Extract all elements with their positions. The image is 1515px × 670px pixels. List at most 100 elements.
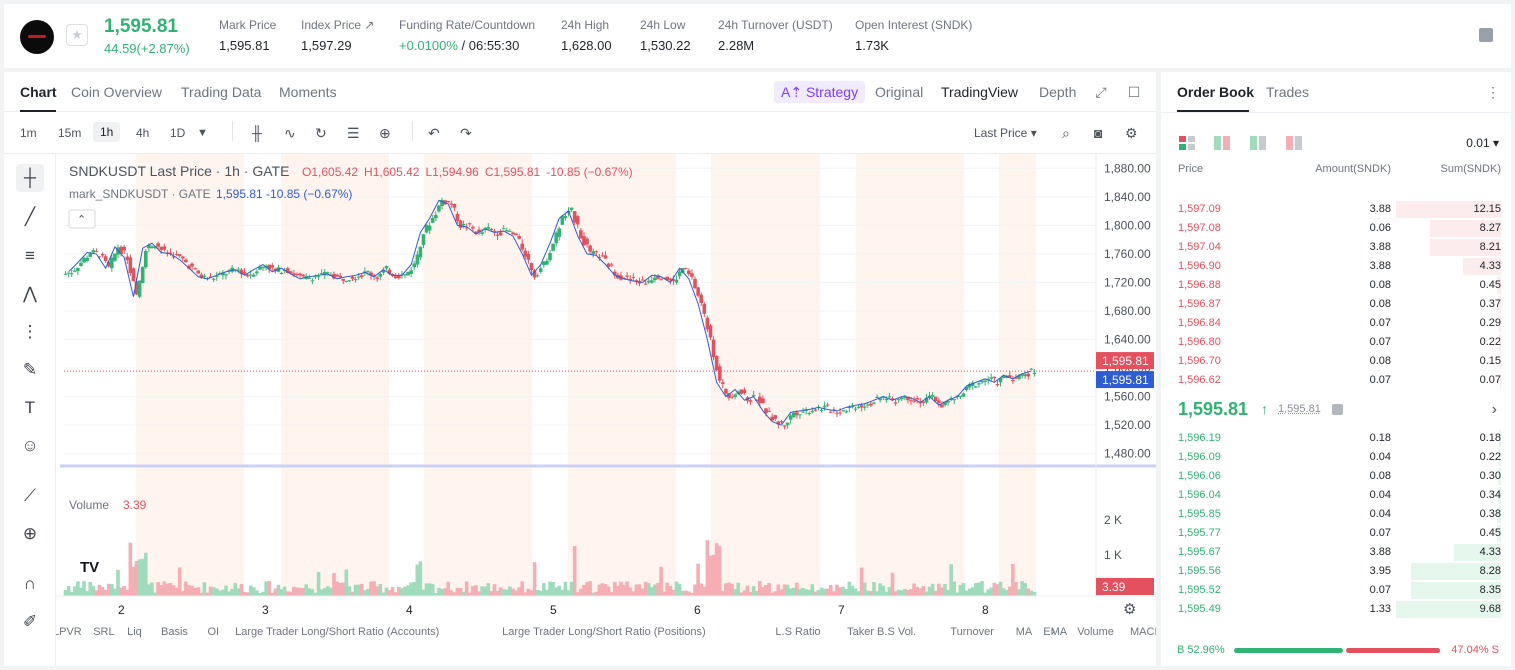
volume-bar: [671, 590, 676, 596]
zoom-in-icon[interactable]: ⊕: [22, 524, 38, 543]
refresh-icon[interactable]: ↻: [315, 125, 327, 141]
indicator-item[interactable]: Taker B.S Vol.: [847, 626, 916, 638]
magnet-icon[interactable]: ∩: [23, 574, 37, 593]
indicator-item[interactable]: Liq: [127, 626, 142, 638]
tab-moments[interactable]: Moments: [279, 84, 337, 100]
tab-trading-data[interactable]: Trading Data: [181, 84, 262, 100]
indicator-item[interactable]: L.S Ratio: [775, 626, 820, 638]
legend-change: -10.85 (−0.67%): [546, 165, 632, 179]
indicator-item[interactable]: Basis: [161, 626, 188, 638]
expand-icon[interactable]: ⤢: [1095, 84, 1107, 100]
timeframe-4h[interactable]: 4h: [136, 126, 150, 140]
indicator-item[interactable]: Turnover: [950, 626, 994, 638]
tab-coin-overview[interactable]: Coin Overview: [71, 84, 163, 100]
timeframe-15m[interactable]: 15m: [58, 126, 82, 140]
crosshair-icon[interactable]: ┼: [16, 164, 44, 192]
indicator-item[interactable]: MA: [1016, 626, 1033, 638]
pencil-lock-icon[interactable]: ✐: [22, 612, 38, 631]
view-tradingview[interactable]: TradingView: [941, 84, 1019, 100]
view-bids-icon[interactable]: [1250, 136, 1266, 150]
candlestick-chart[interactable]: 1,880.00 1,840.00 1,800.00 1,760.00 1,720.00…: [56, 154, 1156, 666]
indicator-item[interactable]: EMA: [1043, 626, 1068, 638]
ask-row[interactable]: 1,596.90 3.88 4.33: [1161, 257, 1511, 276]
view-depth[interactable]: Depth: [1039, 84, 1077, 100]
fullscreen-icon[interactable]: ☐: [1127, 84, 1141, 100]
brush-icon[interactable]: ✎: [22, 360, 38, 379]
price-type-select[interactable]: Last Price ▾: [974, 126, 1037, 140]
bid-row[interactable]: 1,595.49 1.33 9.68: [1161, 600, 1511, 619]
tab-order-book[interactable]: Order Book: [1177, 84, 1255, 100]
ask-row[interactable]: 1,597.04 3.88 8.21: [1161, 238, 1511, 257]
ask-row[interactable]: 1,597.09 3.88 12.15: [1161, 200, 1511, 219]
indicator-scroll-chevron-icon[interactable]: ›: [1051, 623, 1055, 638]
fib-icon[interactable]: ⋮: [21, 322, 39, 341]
candle-body: [964, 386, 969, 391]
favorite-star-icon[interactable]: ★: [66, 24, 88, 46]
indicator-item[interactable]: Large Trader Long/Short Ratio (Accounts): [235, 626, 439, 638]
ask-row[interactable]: 1,596.80 0.07 0.22: [1161, 333, 1511, 352]
view-both-icon[interactable]: [1179, 136, 1195, 150]
bid-row[interactable]: 1,596.09 0.04 0.22: [1161, 448, 1511, 467]
emoji-icon[interactable]: ☺: [21, 436, 39, 455]
gear-icon[interactable]: ⚙: [1125, 125, 1138, 141]
ask-row[interactable]: 1,596.70 0.08 0.15: [1161, 352, 1511, 371]
indicator-item[interactable]: Large Trader Long/Short Ratio (Positions…: [502, 626, 706, 638]
timeframe-dropdown-icon[interactable]: ▼: [197, 127, 208, 139]
bid-row[interactable]: 1,595.56 3.95 8.28: [1161, 562, 1511, 581]
camera-icon[interactable]: ◙: [1094, 125, 1103, 141]
indicator-item[interactable]: OI: [208, 626, 220, 638]
bid-row[interactable]: 1,595.52 0.07 8.35: [1161, 581, 1511, 600]
timeframe-1d[interactable]: 1D: [170, 126, 186, 140]
indicator-item[interactable]: LPVR: [56, 626, 82, 638]
ask-row[interactable]: 1,596.88 0.08 0.45: [1161, 276, 1511, 295]
undo-icon[interactable]: ↶: [428, 125, 440, 141]
strategy-button[interactable]: A⇡ Strategy: [774, 81, 866, 103]
tab-trades[interactable]: Trades: [1266, 84, 1310, 100]
text-icon[interactable]: T: [24, 398, 36, 417]
timeframe-1h[interactable]: 1h: [93, 122, 121, 142]
volume-bar: [591, 592, 595, 596]
volume-bar: [1020, 581, 1024, 596]
timeframe-1m[interactable]: 1m: [20, 126, 37, 140]
tab-chart[interactable]: Chart: [20, 84, 57, 100]
indicator-item[interactable]: SRL: [93, 626, 114, 638]
horizontal-lines-icon[interactable]: ≡: [25, 246, 35, 265]
stat-index-price[interactable]: Index Price ↗ 1,597.29: [301, 18, 374, 53]
chevron-right-icon[interactable]: ›: [1491, 401, 1497, 418]
guide-book-icon[interactable]: [1479, 28, 1493, 42]
collapse-legend-button[interactable]: [68, 209, 96, 229]
indicator-item[interactable]: MACD: [1130, 626, 1156, 638]
bid-row[interactable]: 1,595.77 0.07 0.45: [1161, 524, 1511, 543]
more-options-icon[interactable]: ⋮: [1486, 84, 1500, 100]
ask-row[interactable]: 1,596.84 0.07 0.29: [1161, 314, 1511, 333]
view-split-icon[interactable]: [1214, 136, 1230, 150]
bid-row[interactable]: 1,596.06 0.08 0.30: [1161, 467, 1511, 486]
bid-row[interactable]: 1,595.67 3.88 4.33: [1161, 543, 1511, 562]
ask-row[interactable]: 1,597.08 0.06 8.27: [1161, 219, 1511, 238]
pattern-icon[interactable]: ⋀: [23, 284, 37, 303]
chart-settings-icon[interactable]: ⚙: [1123, 600, 1136, 618]
bid-row[interactable]: 1,596.19 0.18 0.18: [1161, 429, 1511, 448]
view-original[interactable]: Original: [875, 84, 924, 100]
ask-row[interactable]: 1,596.87 0.08 0.37: [1161, 295, 1511, 314]
ask-row[interactable]: 1,596.62 0.07 0.07: [1161, 371, 1511, 390]
view-asks-icon[interactable]: [1286, 136, 1302, 150]
settings-list-icon[interactable]: ☰: [347, 125, 360, 141]
volume-bar: [773, 591, 778, 596]
add-indicator-icon[interactable]: ⊕: [379, 125, 391, 141]
indicators-icon[interactable]: ∿: [284, 125, 296, 141]
candle-body: [588, 245, 592, 252]
search-icon[interactable]: ⌕: [1062, 125, 1070, 141]
candle-body: [214, 275, 219, 277]
ruler-icon[interactable]: ⟋: [24, 486, 36, 505]
bid-row[interactable]: 1,595.85 0.04 0.38: [1161, 505, 1511, 524]
bid-row[interactable]: 1,596.04 0.04 0.34: [1161, 486, 1511, 505]
redo-icon[interactable]: ↷: [460, 125, 472, 141]
candle-body: [841, 410, 845, 412]
stat-label: 24h Turnover (USDT): [718, 18, 833, 32]
indicator-item[interactable]: Volume: [1077, 626, 1114, 638]
candle-type-icon[interactable]: ╫: [252, 125, 262, 141]
price-step-select[interactable]: 0.01 ▾: [1466, 136, 1499, 150]
candle-body: [970, 382, 975, 386]
trend-line-icon[interactable]: ╱: [24, 207, 36, 226]
